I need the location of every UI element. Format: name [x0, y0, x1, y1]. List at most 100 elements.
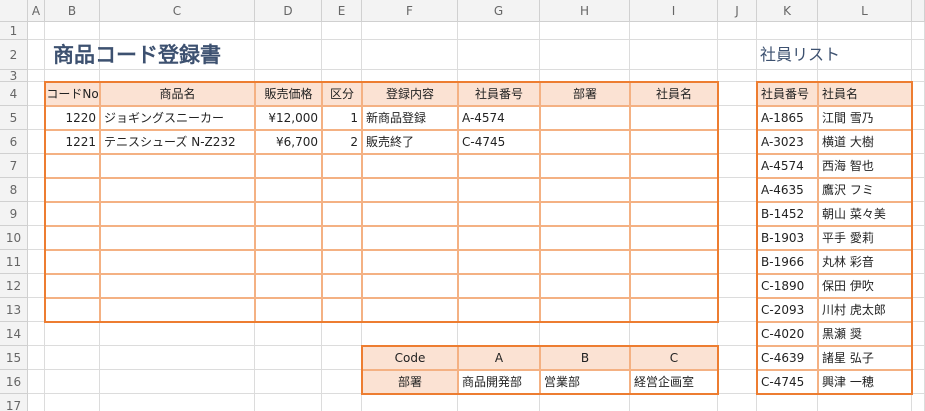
row-number[interactable]: 14 [0, 322, 28, 346]
cell [28, 106, 45, 130]
table-value: B-1966 [757, 250, 818, 274]
column-header[interactable]: H [540, 0, 630, 22]
table-value: 経営企画室 [630, 370, 718, 394]
cell [28, 298, 45, 322]
row-number[interactable]: 5 [0, 106, 28, 130]
table-cell [362, 202, 458, 226]
table-cell [458, 154, 540, 178]
table-cell [540, 274, 630, 298]
column-header[interactable]: G [458, 0, 540, 22]
row-number[interactable]: 13 [0, 298, 28, 322]
table-value: C-4745 [757, 370, 818, 394]
column-header[interactable]: A [28, 0, 45, 22]
cell [28, 370, 45, 394]
cell [362, 40, 458, 70]
cell [45, 22, 100, 40]
table-cell [362, 154, 458, 178]
cell [28, 274, 45, 298]
cell [458, 22, 540, 40]
column-header[interactable]: K [757, 0, 818, 22]
column-header[interactable]: J [718, 0, 757, 22]
column-header[interactable]: I [630, 0, 718, 22]
table-cell [100, 154, 255, 178]
column-header[interactable]: F [362, 0, 458, 22]
column-header[interactable]: D [255, 0, 322, 22]
cell [255, 346, 322, 370]
table-cell [255, 154, 322, 178]
row-number[interactable]: 11 [0, 250, 28, 274]
table-cell [540, 298, 630, 322]
cell [362, 70, 458, 82]
cell [45, 40, 100, 70]
table-cell [322, 202, 362, 226]
column-label: 販売価格 [255, 82, 322, 106]
column-label: C [630, 346, 718, 370]
table-cell [458, 250, 540, 274]
cell [255, 370, 322, 394]
row-number[interactable]: 7 [0, 154, 28, 178]
cell [45, 346, 100, 370]
sheet-title: 商品コード登録書 [53, 42, 221, 67]
cell [912, 322, 925, 346]
cell [322, 322, 362, 346]
table-value: A-4635 [757, 178, 818, 202]
table-value: C-4745 [458, 130, 540, 154]
table-cell [100, 226, 255, 250]
column-header[interactable]: B [45, 0, 100, 22]
table-cell [322, 178, 362, 202]
row-number[interactable]: 3 [0, 70, 28, 82]
cell [718, 106, 757, 130]
table-cell [458, 298, 540, 322]
table-cell [362, 250, 458, 274]
table-cell [458, 274, 540, 298]
cell [322, 394, 362, 411]
cell [100, 394, 255, 411]
column-label: 部署 [540, 82, 630, 106]
row-number[interactable]: 10 [0, 226, 28, 250]
row-number[interactable]: 2 [0, 40, 28, 70]
column-label: A [458, 346, 540, 370]
cell [718, 40, 757, 70]
cell [45, 394, 100, 411]
cell [540, 394, 630, 411]
table-cell [630, 202, 718, 226]
cell [818, 70, 912, 82]
row-number[interactable]: 4 [0, 82, 28, 106]
cell [458, 70, 540, 82]
table-cell [322, 250, 362, 274]
cell [28, 40, 45, 70]
table-cell [45, 226, 100, 250]
row-number[interactable]: 8 [0, 178, 28, 202]
table-cell [362, 226, 458, 250]
cell [912, 250, 925, 274]
table-value: 部署 [362, 370, 458, 394]
cell [912, 226, 925, 250]
table-value: 横道 大樹 [818, 130, 912, 154]
column-header[interactable]: L [818, 0, 912, 22]
table-cell [45, 274, 100, 298]
column-header[interactable]: E [322, 0, 362, 22]
column-label: 商品名 [100, 82, 255, 106]
row-number[interactable]: 17 [0, 394, 28, 411]
cell [322, 346, 362, 370]
table-cell [322, 226, 362, 250]
table-value: C-1890 [757, 274, 818, 298]
cell [322, 40, 362, 70]
column-header[interactable] [912, 0, 925, 22]
table-value: A-3023 [757, 130, 818, 154]
row-number[interactable]: 9 [0, 202, 28, 226]
column-header[interactable]: C [100, 0, 255, 22]
row-number[interactable]: 15 [0, 346, 28, 370]
cell [28, 226, 45, 250]
row-number[interactable]: 1 [0, 22, 28, 40]
cell [718, 178, 757, 202]
cell [322, 22, 362, 40]
cell [912, 22, 925, 40]
row-number[interactable]: 12 [0, 274, 28, 298]
table-cell [630, 250, 718, 274]
row-number[interactable]: 16 [0, 370, 28, 394]
row-number[interactable]: 6 [0, 130, 28, 154]
list-title: 社員リスト [760, 45, 841, 64]
table-cell [540, 154, 630, 178]
cell [630, 22, 718, 40]
